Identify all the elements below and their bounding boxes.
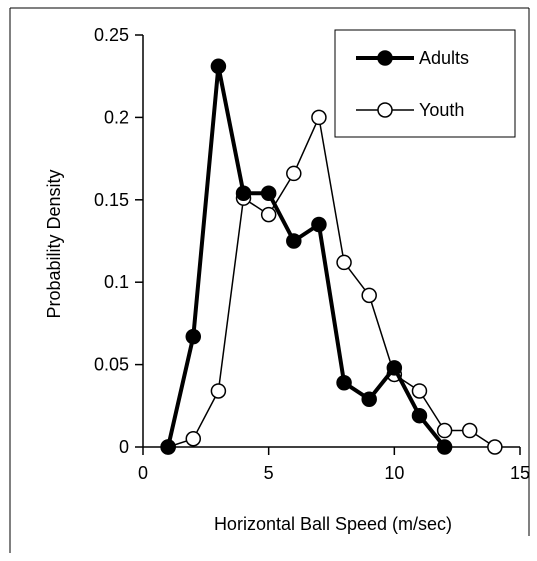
series-layer [160,58,503,455]
data-point-youth [185,431,202,447]
y-tick-label: 0.2 [104,107,129,127]
data-point-youth [286,165,302,182]
legend-youth-marker [377,102,393,118]
series-line-youth [167,116,496,448]
x-tick-label: 5 [264,463,274,483]
data-point-adults [235,185,252,201]
data-point-youth [411,383,428,399]
data-point-adults [286,233,302,249]
data-point-youth [436,422,453,439]
y-tick-label: 0.25 [94,25,129,45]
data-point-youth [361,287,377,304]
x-axis-title: Horizontal Ball Speed (m/sec) [214,514,452,534]
data-point-adults [386,360,403,376]
y-axis-title: Probability Density [44,169,64,318]
y-tick-label: 0 [119,437,129,457]
data-point-adults [185,328,202,345]
legend-adults-label: Adults [419,48,469,68]
data-point-adults [160,439,176,455]
x-tick-label: 0 [138,463,148,483]
data-point-adults [311,216,327,233]
axes: 0 0.05 0.1 0.15 0.2 0.25 0 5 10 15 [94,25,530,483]
y-tick-label: 0.15 [94,190,129,210]
data-point-youth [311,109,327,126]
data-point-youth [487,439,503,455]
x-tick-label: 15 [510,463,530,483]
data-point-adults [210,58,227,75]
x-tick-label: 10 [384,463,404,483]
series-line-adults [166,64,447,449]
data-point-youth [336,254,352,271]
legend: Adults Youth [334,29,516,138]
data-point-adults [260,185,277,201]
legend-box [334,29,516,138]
data-point-youth [461,422,478,439]
data-point-adults [436,439,453,455]
data-point-youth [210,383,227,399]
data-point-adults [411,407,428,424]
data-point-youth [260,206,277,223]
legend-adults-marker [377,50,393,66]
y-tick-label: 0.05 [94,355,129,375]
data-point-adults [336,374,352,391]
y-tick-label: 0.1 [104,272,129,292]
legend-youth-label: Youth [419,100,464,120]
data-point-adults [361,391,377,407]
